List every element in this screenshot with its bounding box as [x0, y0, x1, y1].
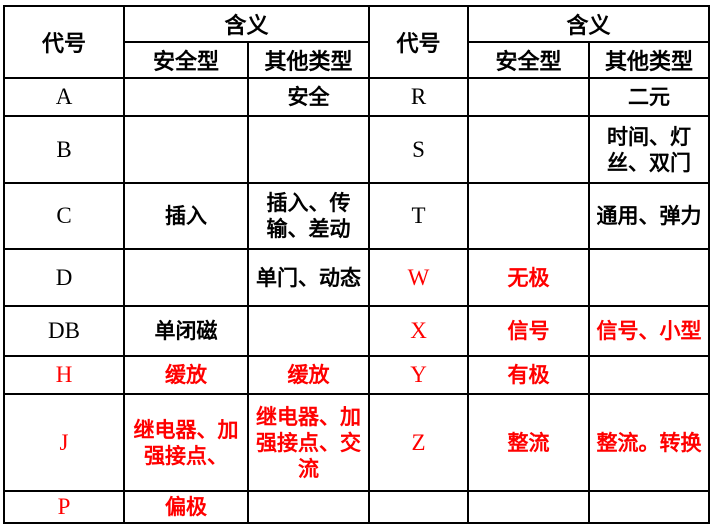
code-cell: W	[368, 248, 470, 307]
safety-cell: 有极	[467, 355, 591, 395]
safety-cell	[123, 248, 249, 307]
header-meaning-right: 含义	[467, 5, 711, 43]
safety-cell	[467, 490, 591, 524]
code-cell: R	[368, 77, 470, 117]
header-other-right: 其他类型	[588, 41, 711, 79]
table-row: D 单门、动态 W 无极	[3, 248, 711, 307]
code-cell: S	[368, 115, 470, 184]
table-row: P 偏极	[3, 490, 711, 524]
safety-cell: 缓放	[123, 355, 249, 395]
safety-cell: 无极	[467, 248, 591, 307]
other-cell: 安全	[246, 77, 371, 117]
other-cell: 时间、灯丝、双门	[588, 115, 711, 184]
safety-cell	[467, 115, 591, 184]
header-row-sub: 安全型 其他类型 安全型 其他类型	[4, 41, 711, 79]
other-cell	[246, 115, 371, 184]
safety-cell: 整流	[467, 393, 591, 492]
other-cell	[588, 490, 711, 524]
other-cell: 通用、弹力	[588, 182, 711, 250]
safety-cell	[123, 115, 249, 184]
code-cell	[368, 490, 470, 524]
other-cell: 插入、传输、差动	[246, 182, 371, 250]
other-cell: 继电器、加强接点、交流	[246, 393, 371, 492]
safety-cell	[123, 77, 249, 117]
table-row: C 插入 插入、传输、差动 T 通用、弹力	[3, 182, 711, 250]
safety-cell	[467, 77, 591, 117]
code-cell: X	[368, 305, 470, 357]
header-row-top: 代号 含义 代号 含义	[3, 5, 711, 79]
header-meaning-left: 含义	[122, 5, 371, 43]
table-row: J 继电器、加强接点、 继电器、加强接点、交流 Z 整流 整流。转换	[3, 393, 711, 492]
header-code-right: 代号	[368, 5, 470, 79]
other-cell: 单门、动态	[246, 248, 371, 307]
table-row: DB 单闭磁 X 信号 信号、小型	[3, 305, 711, 357]
header-code-left: 代号	[3, 5, 125, 79]
other-cell	[246, 490, 371, 524]
other-cell: 缓放	[246, 355, 371, 395]
code-cell: P	[3, 490, 125, 524]
other-cell: 整流。转换	[588, 393, 711, 492]
safety-cell: 信号	[467, 305, 591, 357]
table-row: A 安全 R 二元	[3, 77, 711, 117]
other-cell: 二元	[588, 77, 711, 117]
safety-cell: 插入	[123, 182, 249, 250]
code-cell: B	[3, 115, 125, 184]
table-row: B S 时间、灯丝、双门	[3, 115, 711, 184]
table-row: H 缓放 缓放 Y 有极	[3, 355, 711, 395]
code-cell: DB	[3, 305, 125, 357]
other-cell	[246, 305, 371, 357]
code-meaning-table: 代号 含义 代号 含义 安全型 其他类型 安全型 其他类型 A 安全 R 二元 …	[3, 5, 711, 524]
code-cell: A	[3, 77, 125, 117]
code-cell: T	[368, 182, 470, 250]
code-cell: Y	[368, 355, 470, 395]
code-cell: C	[3, 182, 125, 250]
safety-cell: 偏极	[123, 490, 249, 524]
code-cell: H	[3, 355, 125, 395]
other-cell: 信号、小型	[588, 305, 711, 357]
header-other-left: 其他类型	[246, 41, 371, 79]
code-cell: Z	[368, 393, 470, 492]
code-cell: J	[3, 393, 125, 492]
safety-cell: 继电器、加强接点、	[123, 393, 249, 492]
other-cell	[588, 248, 711, 307]
safety-cell: 单闭磁	[123, 305, 249, 357]
code-cell: D	[3, 248, 125, 307]
header-safety-left: 安全型	[123, 41, 249, 79]
other-cell	[588, 355, 711, 395]
header-safety-right: 安全型	[467, 41, 591, 79]
safety-cell	[467, 182, 591, 250]
